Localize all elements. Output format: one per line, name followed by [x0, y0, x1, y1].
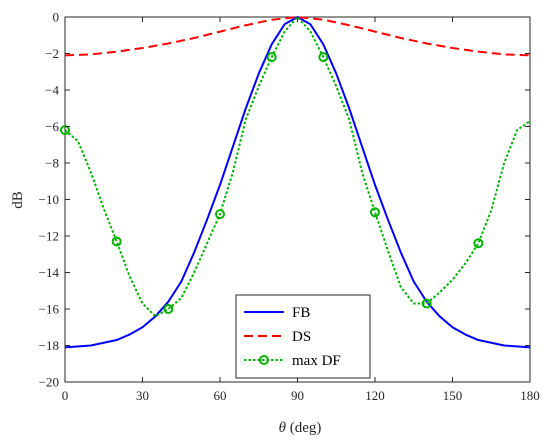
y-tick-label: −6	[45, 119, 59, 134]
legend: FB DS max DF	[235, 294, 371, 379]
marker-point-7	[421, 298, 432, 309]
x-tick-label: 30	[136, 388, 149, 403]
x-axis-label-unit: (deg)	[290, 420, 322, 436]
y-tick-label: −12	[39, 229, 59, 244]
labels-layer: dB θ (deg)	[10, 191, 321, 436]
marker-point-1	[111, 236, 122, 247]
ticks-layer: 0 30 60 90 120 150 180−20−18−16−14−12−10−8−6−4…	[39, 10, 540, 404]
x-tick-label: 60	[214, 388, 227, 403]
legend-label-2: max DF	[292, 353, 341, 369]
x-tick-label: 90	[291, 388, 304, 403]
y-tick-label: 0	[53, 10, 60, 25]
marker-point-4	[266, 52, 277, 63]
x-tick-label: 150	[443, 388, 463, 403]
marker-point-2	[163, 304, 174, 314]
x-tick-label: 120	[365, 388, 385, 403]
y-tick-label: −20	[39, 375, 59, 390]
x-axis-label: θ (deg)	[279, 420, 322, 436]
y-tick-label: −2	[45, 46, 59, 61]
legend-label-1: DS	[292, 329, 311, 345]
y-tick-label: −16	[39, 302, 60, 317]
y-tick-label: −14	[39, 265, 60, 280]
legend-label-0: FB	[292, 305, 310, 321]
marker-point-6	[370, 207, 380, 218]
marker-point-5	[318, 52, 329, 63]
y-tick-label: −18	[39, 338, 59, 353]
y-tick-label: −8	[45, 156, 59, 171]
x-tick-label: 180	[520, 388, 540, 403]
x-axis-label-symbol: θ	[279, 420, 287, 436]
y-tick-label: −10	[39, 192, 59, 207]
y-axis-label: dB	[10, 191, 26, 209]
series-line-1	[64, 16, 531, 57]
marker-point-8	[473, 238, 484, 249]
legend-marker-2	[259, 355, 269, 365]
y-tick-label: −4	[45, 83, 59, 98]
x-tick-label: 0	[62, 388, 69, 403]
marker-point-3	[215, 209, 225, 220]
